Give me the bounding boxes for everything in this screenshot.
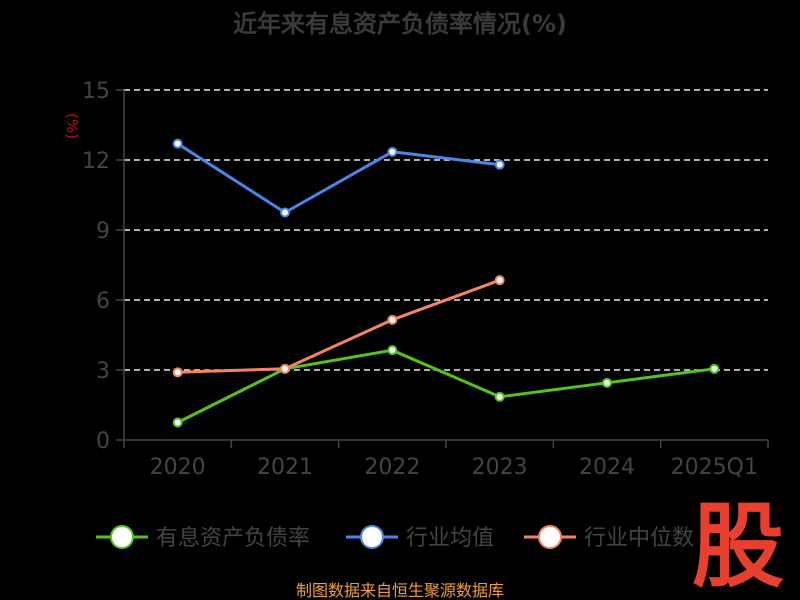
- legend-marker: [360, 525, 384, 549]
- legend: 有息资产负债率 行业均值 行业中位数: [96, 525, 694, 551]
- y-tick-label: 0: [96, 429, 110, 454]
- chart-title: 近年来有息资产负债率情况(%): [233, 10, 567, 38]
- tick-labels: 0 3 6 9 12 15 2020 2021 2022 2023 2024 2025Q1: [82, 79, 758, 480]
- data-point: [172, 367, 183, 378]
- x-tick-label: 2020: [150, 455, 206, 480]
- data-point: [494, 391, 505, 402]
- y-tick-label: 3: [96, 359, 110, 384]
- y-tick-label: 6: [96, 289, 110, 314]
- data-point: [494, 159, 505, 170]
- data-point: [280, 207, 290, 218]
- data-point: [280, 363, 290, 374]
- axes: [116, 89, 769, 448]
- legend-marker: [538, 525, 562, 549]
- x-tick-label: 2024: [579, 455, 635, 480]
- data-point: [172, 138, 183, 149]
- x-tick-label: 2023: [472, 455, 528, 480]
- data-point: [602, 377, 612, 388]
- legend-marker: [110, 525, 134, 549]
- y-tick-label: 9: [96, 219, 110, 244]
- data-point: [387, 314, 398, 325]
- y-axis-label: (%): [63, 113, 81, 139]
- data-point: [387, 146, 398, 157]
- legend-label: 有息资产负债率: [156, 526, 310, 551]
- watermark-logo: 股: [692, 493, 784, 600]
- x-tick-label: 2022: [364, 455, 420, 480]
- legend-label: 行业中位数: [584, 526, 694, 551]
- source-note: 制图数据来自恒生聚源数据库: [296, 581, 504, 600]
- grid: [124, 89, 768, 371]
- data-point: [709, 363, 720, 374]
- x-tick-label: 2021: [257, 455, 313, 480]
- y-tick-label: 12: [82, 149, 110, 174]
- series-line: [177, 348, 715, 424]
- series-line: [177, 278, 501, 374]
- data-point: [172, 417, 183, 428]
- series-line: [176, 142, 500, 214]
- series-group: [172, 138, 720, 428]
- y-tick-label: 15: [82, 79, 110, 104]
- x-tick-label: 2025Q1: [671, 455, 758, 480]
- data-point: [387, 345, 398, 356]
- data-point: [494, 275, 505, 286]
- legend-label: 行业均值: [406, 526, 494, 551]
